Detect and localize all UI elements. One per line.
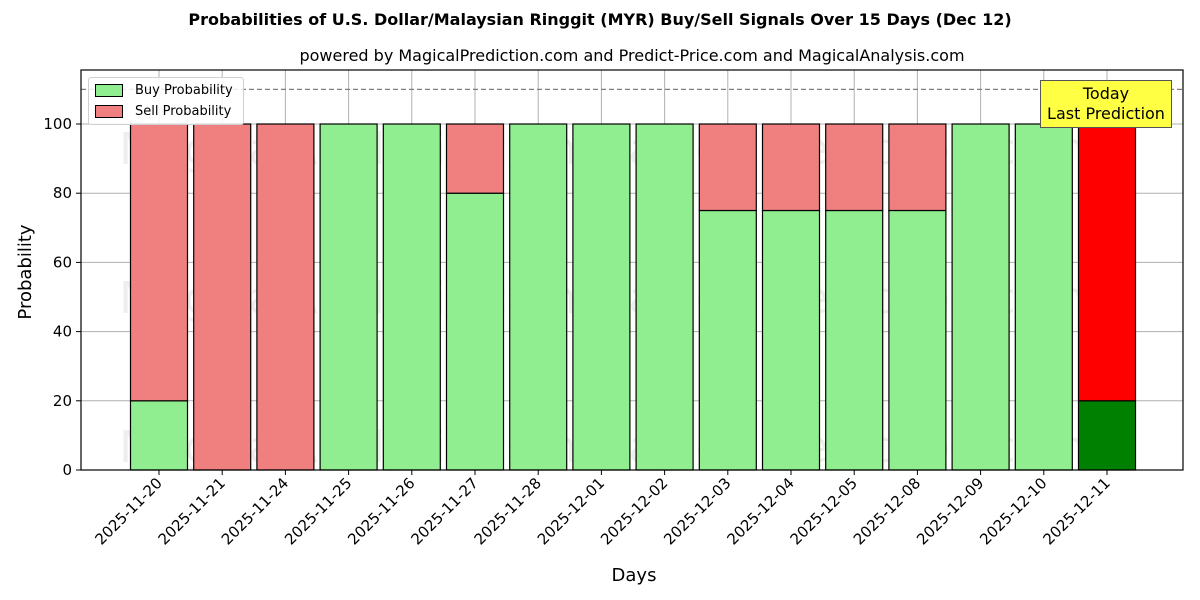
sell-bar [698,123,757,212]
buy-bar [1014,123,1073,471]
x-tick-label: 2025-12-11 [1039,474,1113,548]
legend: Buy Probability Sell Probability [88,77,244,125]
sell-bar [129,123,189,402]
buy-bar [509,123,568,471]
x-tick-label: 2025-12-01 [534,474,608,548]
x-tick-label: 2025-11-26 [344,474,418,548]
buy-bar [1077,400,1137,471]
sell-bar [193,123,252,471]
buy-bar [635,123,694,471]
x-tick-label: 2025-12-10 [976,474,1050,548]
x-tick-label: 2025-11-21 [155,474,229,548]
y-tick-label: 40 [53,323,72,341]
chart-subtitle: powered by MagicalPrediction.com and Pre… [299,46,965,65]
buy-bar [572,123,631,471]
legend-sell-label: Sell Probability [135,103,232,119]
y-tick-label: 0 [62,461,72,479]
legend-buy-label: Buy Probability [135,82,233,98]
x-tick-label: 2025-12-05 [787,474,861,548]
sell-bar [761,123,821,212]
today-annotation: Today Last Prediction [1040,80,1172,128]
x-tick-label: 2025-12-02 [597,474,671,548]
buy-bar [888,209,947,471]
buy-bar [319,123,378,471]
y-tick-label: 20 [53,392,72,410]
buy-bar [825,209,884,471]
plot-frame [80,69,1184,471]
buy-bar [382,123,441,471]
y-axis-label: Probability [15,224,36,319]
y-tick-label: 60 [53,253,72,271]
x-tick-label: 2025-11-27 [407,474,481,548]
x-tick-label: 2025-12-09 [913,474,987,548]
x-tick-label: 2025-12-08 [850,474,924,548]
x-tick-label: 2025-12-03 [660,474,734,548]
x-tick-label: 2025-12-04 [723,474,797,548]
sell-bar [256,123,315,471]
buy-bar [445,192,505,471]
sell-swatch-icon [95,104,123,118]
annotation-line-2: Last Prediction [1047,104,1165,123]
sell-bar [825,123,884,212]
legend-item-buy: Buy Probability [95,82,233,98]
buy-bar [129,400,189,471]
x-tick-label: 2025-11-28 [471,474,545,548]
buy-bar [951,123,1010,471]
x-tick-label: 2025-11-25 [281,474,355,548]
chart-title: Probabilities of U.S. Dollar/Malaysian R… [188,10,1012,29]
sell-bar [1077,123,1137,402]
x-tick-label: 2025-11-24 [218,474,292,548]
x-axis-label: Days [612,565,657,586]
legend-item-sell: Sell Probability [95,103,231,119]
buy-bar [761,209,821,471]
sell-bar [445,123,505,194]
y-tick-label: 100 [43,115,72,133]
buy-bar [698,209,757,471]
annotation-line-1: Today [1082,84,1130,103]
x-tick-label: 2025-11-20 [91,474,165,548]
y-tick-label: 80 [53,184,72,202]
buy-swatch-icon [95,83,123,97]
sell-bar [888,123,947,212]
